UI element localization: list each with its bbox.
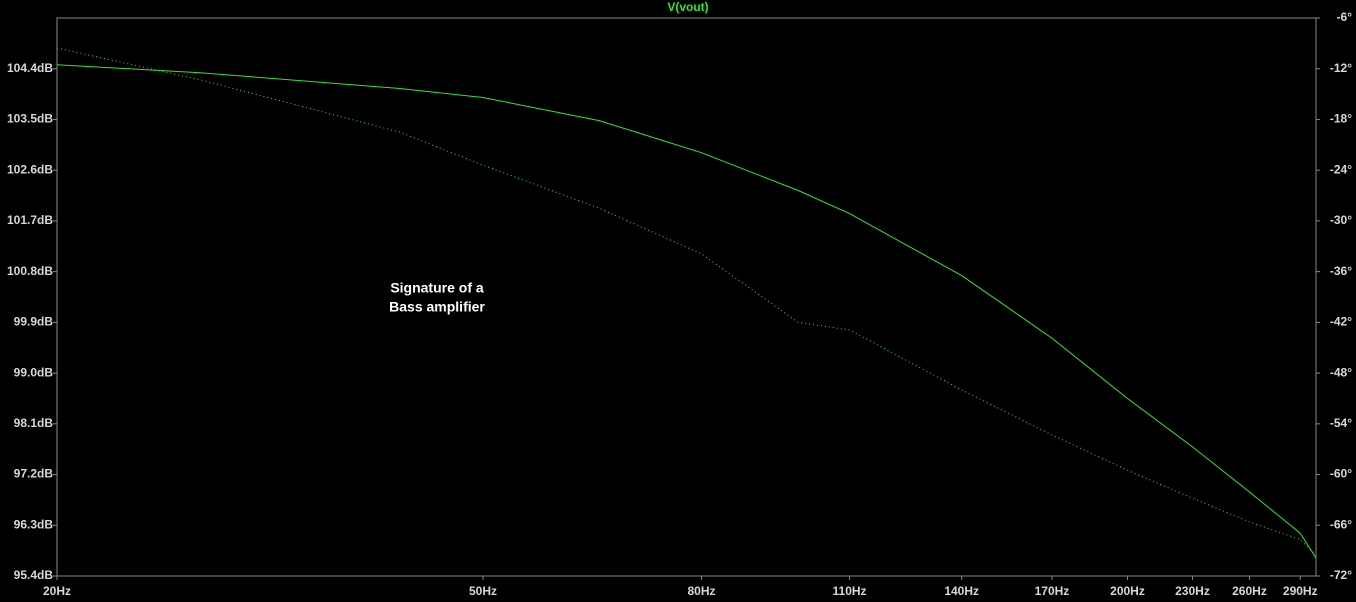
x-tick-label: 50Hz [469,584,497,598]
y2-tick-label: -72° [1330,568,1352,582]
x-tick-label: 80Hz [687,584,715,598]
x-tick-label: 200Hz [1110,584,1145,598]
y2-tick-label: -36° [1330,264,1352,278]
x-tick-label: 230Hz [1175,584,1210,598]
y2-tick-label: -6° [1337,10,1353,24]
y-tick-label: 96.3dB [14,517,54,531]
x-tick-label: 110Hz [833,584,867,598]
y2-tick-label: -60° [1330,467,1352,481]
y2-tick-label: -12° [1330,61,1352,75]
x-tick-label: 170Hz [1035,584,1070,598]
x-tick-label: 290Hz [1283,584,1318,598]
series-line [56,47,1317,556]
series-line [56,64,1317,559]
y2-tick-label: -66° [1330,517,1352,531]
y-tick-label: 101.7dB [7,213,53,227]
x-tick-label: 260Hz [1232,584,1267,598]
y-tick-label: 95.4dB [14,568,54,582]
y2-tick-label: -54° [1330,416,1352,430]
plot-frame [56,17,1317,577]
y-tick-label: 104.4dB [7,61,53,75]
y-tick-label: 97.2dB [14,467,54,481]
x-tick-label: 140Hz [944,584,979,598]
chart-title: V(vout) [667,0,708,14]
y2-tick-label: -18° [1330,112,1352,126]
annotation: Bass amplifier [389,299,485,315]
x-tick-label: 20Hz [43,584,71,598]
y2-tick-label: -24° [1330,162,1352,176]
y2-tick-label: -30° [1330,213,1352,227]
y-tick-label: 98.1dB [14,416,54,430]
y-tick-label: 103.5dB [7,112,53,126]
y-tick-label: 99.9dB [14,315,54,329]
y-tick-label: 102.6dB [7,162,53,176]
y-tick-label: 100.8dB [7,264,53,278]
annotation: Signature of a [390,280,484,296]
y2-tick-label: -42° [1330,315,1352,329]
y-tick-label: 99.0dB [14,365,54,379]
y2-tick-label: -48° [1330,365,1352,379]
